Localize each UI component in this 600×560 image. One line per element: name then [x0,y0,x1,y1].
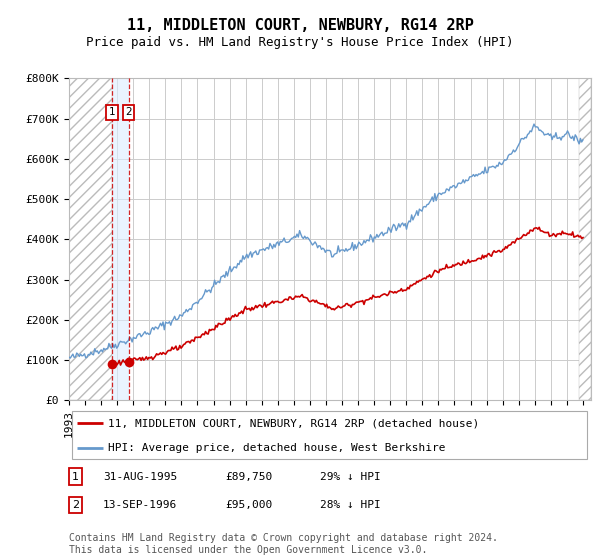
Bar [112,78,128,400]
Text: 28% ↓ HPI: 28% ↓ HPI [320,500,380,510]
Text: 2: 2 [125,107,132,117]
Text: Price paid vs. HM Land Registry's House Price Index (HPI): Price paid vs. HM Land Registry's House … [86,36,514,49]
Text: 11, MIDDLETON COURT, NEWBURY, RG14 2RP (detached house): 11, MIDDLETON COURT, NEWBURY, RG14 2RP (… [108,418,479,428]
Bar [69,78,112,400]
Text: 2: 2 [72,500,79,510]
Bar [579,78,591,400]
Text: 1: 1 [72,472,79,482]
FancyBboxPatch shape [71,412,587,459]
Text: HPI: Average price, detached house, West Berkshire: HPI: Average price, detached house, West… [108,442,446,452]
Text: 29% ↓ HPI: 29% ↓ HPI [320,472,380,482]
Text: 1: 1 [109,107,115,117]
Text: £95,000: £95,000 [226,500,273,510]
Text: 31-AUG-1995: 31-AUG-1995 [103,472,177,482]
Text: 11, MIDDLETON COURT, NEWBURY, RG14 2RP: 11, MIDDLETON COURT, NEWBURY, RG14 2RP [127,18,473,33]
Text: 13-SEP-1996: 13-SEP-1996 [103,500,177,510]
Text: Contains HM Land Registry data © Crown copyright and database right 2024.
This d: Contains HM Land Registry data © Crown c… [69,533,498,555]
Text: £89,750: £89,750 [226,472,273,482]
